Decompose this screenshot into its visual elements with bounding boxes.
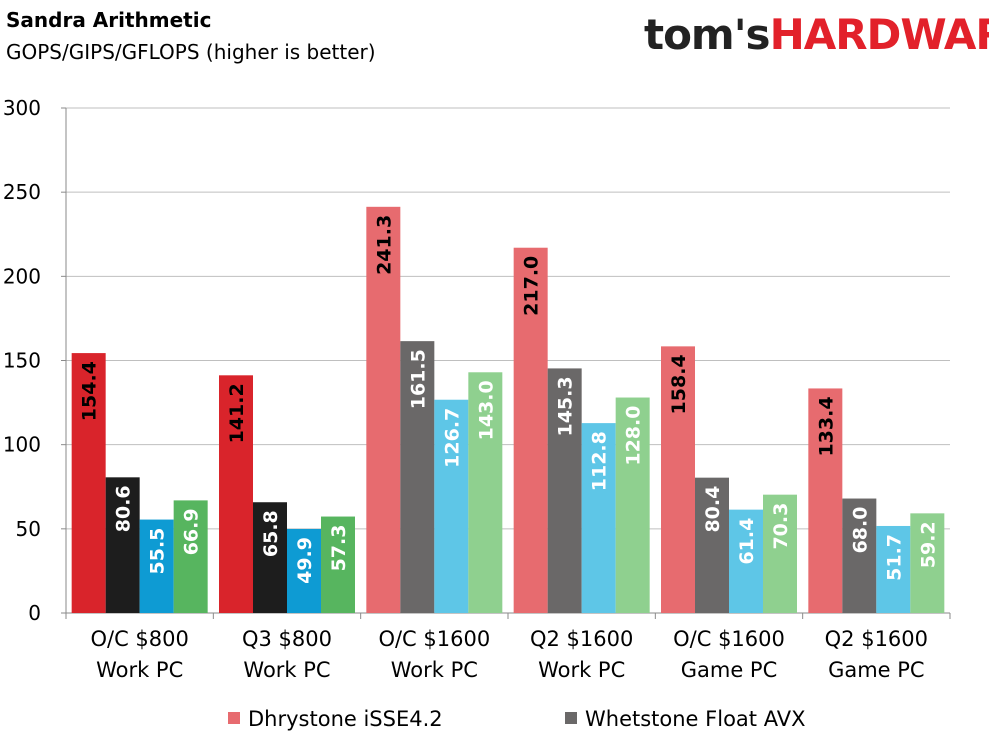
bar bbox=[366, 206, 401, 614]
y-tick-label: 50 bbox=[16, 517, 41, 541]
bar-value-label: 80.4 bbox=[702, 486, 724, 533]
bar-value-label: 57.3 bbox=[328, 525, 350, 572]
x-category-label: Q2 $1600 bbox=[825, 627, 928, 651]
bar-value-label: 145.3 bbox=[555, 376, 577, 436]
y-tick-label: 200 bbox=[3, 264, 41, 288]
y-tick-label: 100 bbox=[3, 433, 41, 457]
bar bbox=[842, 498, 877, 613]
x-category-label: Game PC bbox=[828, 658, 925, 682]
chart-subtitle: GOPS/GIPS/GFLOPS (higher is better) bbox=[6, 40, 376, 64]
x-category-label: Q2 $1600 bbox=[530, 627, 633, 651]
bar-value-label: 126.7 bbox=[441, 408, 463, 468]
bar bbox=[173, 500, 208, 613]
x-category-label: Work PC bbox=[538, 658, 625, 682]
toms-hardware-logo: tom'sHARDWARE bbox=[644, 10, 989, 59]
y-tick-label: 150 bbox=[3, 349, 41, 373]
bar bbox=[876, 525, 911, 613]
bar-value-label: 141.2 bbox=[226, 383, 248, 443]
bar-value-label: 61.4 bbox=[736, 518, 758, 565]
x-category-label: Q3 $800 bbox=[242, 627, 332, 651]
bar-value-label: 158.4 bbox=[668, 354, 690, 414]
bar bbox=[615, 397, 650, 613]
bar bbox=[729, 509, 763, 613]
bar bbox=[581, 423, 616, 613]
bar-value-label: 66.9 bbox=[181, 508, 203, 555]
chart-title: Sandra Arithmetic bbox=[6, 8, 212, 32]
x-category-label: O/C $1600 bbox=[673, 627, 785, 651]
bar bbox=[253, 502, 287, 613]
bar-value-label: 161.5 bbox=[407, 349, 429, 409]
bar bbox=[71, 353, 106, 613]
bar bbox=[910, 513, 945, 613]
bar-value-label: 217.0 bbox=[521, 256, 543, 316]
bar bbox=[468, 372, 503, 613]
bar bbox=[287, 529, 321, 613]
bar bbox=[695, 477, 729, 613]
legend-label: Whetstone Float AVX bbox=[585, 707, 805, 731]
legend-swatch bbox=[228, 712, 240, 724]
y-tick-label: 0 bbox=[28, 601, 41, 625]
bar-value-label: 112.8 bbox=[589, 431, 611, 491]
bar-value-label: 68.0 bbox=[849, 507, 871, 554]
x-category-label: Game PC bbox=[681, 658, 778, 682]
bar bbox=[661, 346, 695, 613]
bar bbox=[434, 399, 469, 613]
y-tick-label: 250 bbox=[3, 180, 41, 204]
bar-value-label: 143.0 bbox=[475, 380, 497, 440]
y-tick-label: 300 bbox=[3, 96, 41, 120]
bar bbox=[400, 341, 435, 613]
bar-value-label: 128.0 bbox=[623, 406, 645, 466]
x-category-label: O/C $800 bbox=[90, 627, 188, 651]
bar-value-label: 49.9 bbox=[294, 537, 316, 584]
x-category-label: Work PC bbox=[391, 658, 478, 682]
x-category-label: Work PC bbox=[243, 658, 330, 682]
bar-value-label: 51.7 bbox=[883, 534, 905, 581]
bar bbox=[513, 247, 548, 613]
bar-value-label: 59.2 bbox=[917, 521, 939, 568]
bar bbox=[763, 494, 797, 613]
bar-value-label: 70.3 bbox=[770, 503, 792, 550]
bar bbox=[321, 516, 355, 613]
bar bbox=[105, 477, 140, 613]
bar bbox=[808, 388, 843, 613]
bar-value-label: 154.4 bbox=[79, 361, 101, 421]
x-category-label: O/C $1600 bbox=[378, 627, 490, 651]
bar-value-label: 241.3 bbox=[373, 215, 395, 275]
legend-swatch bbox=[565, 712, 577, 724]
bar bbox=[139, 519, 174, 613]
bar bbox=[219, 375, 253, 613]
bar-value-label: 55.5 bbox=[147, 528, 169, 575]
x-category-label: Work PC bbox=[96, 658, 183, 682]
legend-label: Dhrystone iSSE4.2 bbox=[248, 707, 443, 731]
bar-value-label: 65.8 bbox=[260, 510, 282, 557]
bar-value-label: 133.4 bbox=[815, 396, 837, 456]
bar bbox=[547, 368, 582, 613]
bar-value-label: 80.6 bbox=[113, 485, 135, 532]
